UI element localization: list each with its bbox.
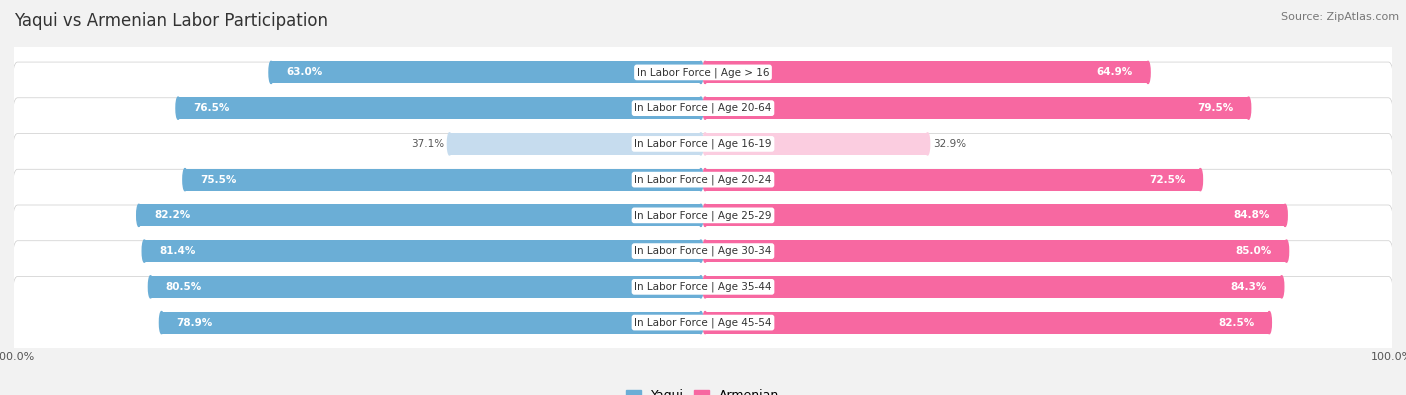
Circle shape	[1146, 61, 1150, 83]
Text: 85.0%: 85.0%	[1234, 246, 1271, 256]
FancyBboxPatch shape	[13, 276, 1393, 369]
Circle shape	[703, 169, 707, 191]
Text: 76.5%: 76.5%	[193, 103, 229, 113]
Bar	[162, 312, 700, 334]
Text: 37.1%: 37.1%	[411, 139, 444, 149]
Text: 84.3%: 84.3%	[1230, 282, 1267, 292]
Circle shape	[703, 312, 707, 334]
Text: In Labor Force | Age 35-44: In Labor Force | Age 35-44	[634, 282, 772, 292]
Circle shape	[703, 276, 707, 298]
Text: In Labor Force | Age 20-64: In Labor Force | Age 20-64	[634, 103, 772, 113]
Circle shape	[1198, 169, 1202, 191]
Text: In Labor Force | Age 45-54: In Labor Force | Age 45-54	[634, 317, 772, 328]
Text: 79.5%: 79.5%	[1198, 103, 1233, 113]
Circle shape	[183, 169, 187, 191]
Text: 84.8%: 84.8%	[1233, 211, 1270, 220]
Bar	[139, 204, 700, 226]
Circle shape	[159, 312, 163, 334]
Circle shape	[1284, 240, 1289, 262]
Bar	[706, 276, 1282, 298]
Circle shape	[269, 61, 273, 83]
Circle shape	[1279, 276, 1284, 298]
FancyBboxPatch shape	[13, 26, 1393, 118]
Bar	[706, 240, 1286, 262]
FancyBboxPatch shape	[13, 98, 1393, 190]
FancyBboxPatch shape	[13, 205, 1393, 297]
Text: In Labor Force | Age > 16: In Labor Force | Age > 16	[637, 67, 769, 78]
Circle shape	[447, 133, 451, 155]
Circle shape	[1267, 312, 1271, 334]
Circle shape	[699, 97, 703, 119]
Bar	[706, 169, 1201, 191]
Text: 80.5%: 80.5%	[166, 282, 202, 292]
Text: In Labor Force | Age 30-34: In Labor Force | Age 30-34	[634, 246, 772, 256]
Bar	[145, 240, 700, 262]
FancyBboxPatch shape	[13, 134, 1393, 226]
Bar	[150, 276, 700, 298]
Circle shape	[703, 97, 707, 119]
Circle shape	[699, 276, 703, 298]
Text: In Labor Force | Age 20-24: In Labor Force | Age 20-24	[634, 174, 772, 185]
Text: 82.5%: 82.5%	[1218, 318, 1254, 327]
Bar	[706, 312, 1270, 334]
Circle shape	[703, 61, 707, 83]
Text: 82.2%: 82.2%	[153, 211, 190, 220]
Text: Yaqui vs Armenian Labor Participation: Yaqui vs Armenian Labor Participation	[14, 12, 328, 30]
Bar	[706, 133, 928, 155]
Circle shape	[699, 133, 703, 155]
Circle shape	[149, 276, 153, 298]
Circle shape	[699, 61, 703, 83]
Bar	[186, 169, 700, 191]
Circle shape	[699, 312, 703, 334]
Bar	[706, 204, 1285, 226]
Bar	[179, 97, 700, 119]
Text: 81.4%: 81.4%	[159, 246, 195, 256]
Legend: Yaqui, Armenian: Yaqui, Armenian	[621, 384, 785, 395]
Text: 32.9%: 32.9%	[934, 139, 966, 149]
Bar	[706, 61, 1147, 83]
Text: Source: ZipAtlas.com: Source: ZipAtlas.com	[1281, 12, 1399, 22]
Circle shape	[136, 204, 141, 226]
FancyBboxPatch shape	[13, 62, 1393, 154]
Bar	[271, 61, 700, 83]
FancyBboxPatch shape	[13, 241, 1393, 333]
Text: In Labor Force | Age 16-19: In Labor Force | Age 16-19	[634, 139, 772, 149]
Bar	[706, 97, 1249, 119]
Circle shape	[703, 240, 707, 262]
Circle shape	[699, 204, 703, 226]
Circle shape	[1247, 97, 1251, 119]
Text: 78.9%: 78.9%	[177, 318, 212, 327]
Circle shape	[699, 169, 703, 191]
Text: 64.9%: 64.9%	[1097, 68, 1133, 77]
Text: 63.0%: 63.0%	[287, 68, 322, 77]
Circle shape	[703, 133, 707, 155]
Circle shape	[1282, 204, 1288, 226]
Circle shape	[703, 204, 707, 226]
Text: 72.5%: 72.5%	[1149, 175, 1185, 184]
FancyBboxPatch shape	[13, 169, 1393, 261]
Circle shape	[176, 97, 180, 119]
Circle shape	[142, 240, 146, 262]
Bar	[450, 133, 700, 155]
Text: In Labor Force | Age 25-29: In Labor Force | Age 25-29	[634, 210, 772, 221]
Circle shape	[925, 133, 929, 155]
Text: 75.5%: 75.5%	[200, 175, 236, 184]
Circle shape	[699, 240, 703, 262]
